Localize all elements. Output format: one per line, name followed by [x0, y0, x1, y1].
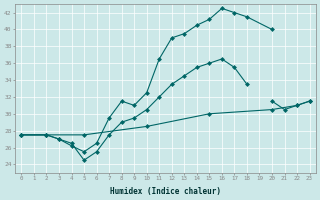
X-axis label: Humidex (Indice chaleur): Humidex (Indice chaleur) — [110, 187, 221, 196]
